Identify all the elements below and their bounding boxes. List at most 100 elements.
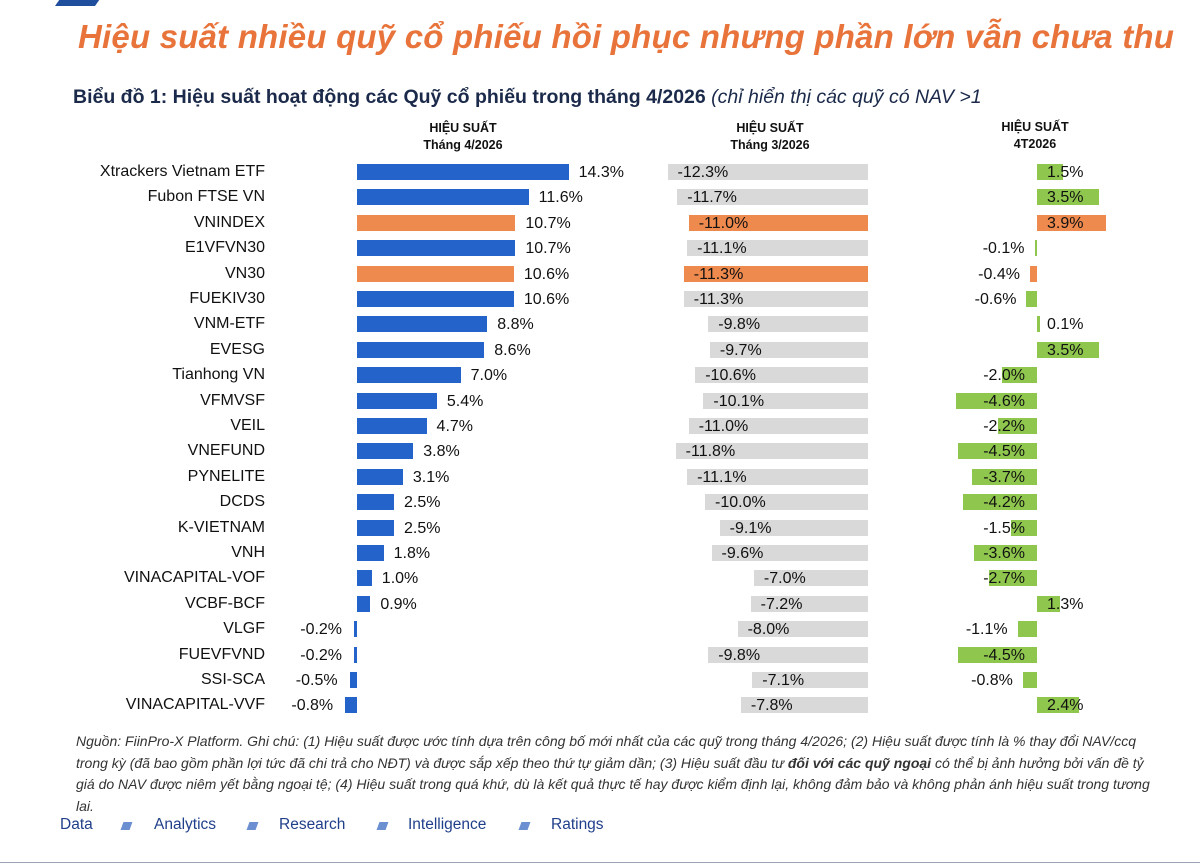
value-label-ytd: -4.2% [983,494,1025,512]
value-label-apr: 2.5% [404,494,441,512]
footer-item-ratings: Ratings [551,816,604,833]
value-label-ytd: 1.5% [1047,164,1084,181]
value-label-mar: -7.0% [763,570,806,588]
fund-label: VN30 [224,264,265,282]
fund-label: VINACAPITAL-VOF [123,569,265,587]
corner-decoration [54,0,110,6]
bar-apr [357,265,514,282]
bar-ytd [956,392,1037,409]
bar-apr [357,418,427,434]
bar-apr [357,570,372,587]
value-label-ytd: -3.7% [983,468,1025,486]
value-label-ytd: 0.1% [1047,316,1084,334]
value-label-ytd: -1.1% [965,621,1008,639]
value-label-apr: -0.2% [300,621,343,639]
bar-apr [354,646,357,663]
bar-mar [753,570,868,587]
bar-apr [357,240,516,257]
bar-ytd [1001,367,1037,384]
value-label-apr: 10.7% [525,214,571,232]
fund-label: SSI-SCA [200,671,265,688]
value-label-apr: 8.8% [497,316,534,334]
fund-label: VNEFUND [187,442,265,460]
value-label-apr: 10.6% [523,265,570,283]
bar-mar [708,646,868,663]
bar-apr [349,672,357,688]
value-label-apr: 1.8% [393,545,431,562]
fund-label: Xtrackers Vietnam ETF [99,163,265,180]
value-label-apr: 14.3% [578,164,624,181]
value-label-mar: -11.0% [698,214,749,232]
fund-label: E1VFVN30 [184,239,265,257]
value-label-mar: -11.1% [697,468,747,486]
bar-apr [357,189,529,206]
footer-separator-icon [518,822,531,830]
footer-separator-icon [120,822,133,830]
bar-mar [708,316,868,333]
bar-mar [687,468,868,485]
value-label-apr: -0.2% [300,646,343,664]
fund-label: VNH [231,544,265,561]
bar-mar [688,418,868,434]
fund-label: Fubon FTSE VN [147,188,265,206]
bar-mar [683,291,868,307]
bar-ytd [957,646,1037,663]
value-label-mar: -7.8% [750,697,793,715]
col-header-ytd-line1: HIỆU SUẤT [1001,120,1069,134]
bar-mar [705,494,868,511]
chart-title: Biểu đồ 1: Hiệu suất hoạt động các Quỹ c… [73,86,982,109]
value-label-apr: 4.7% [436,418,474,435]
bar-apr [357,468,403,485]
value-label-ytd: -4.5% [983,443,1025,461]
bar-apr [357,545,384,561]
fund-label: DCDS [219,493,265,511]
bar-mar [677,189,868,206]
bar-apr [357,341,485,358]
bar-apr [357,291,514,307]
col-header-mar-line2: Tháng 3/2026 [730,138,810,152]
value-label-mar: -12.3% [677,164,729,181]
bar-ytd [998,418,1037,434]
footer-item-analytics: Analytics [154,816,217,833]
value-label-apr: 7.0% [470,367,508,385]
value-label-mar: -11.3% [693,291,744,308]
bar-apr [345,697,357,714]
bar-ytd [1037,214,1106,231]
source-note-part2: có thể bị ảnh hưởng bởi vấn đề tỷ giá do… [76,754,1150,814]
value-label-mar: -9.7% [719,341,762,359]
bar-mar [703,392,868,409]
value-label-mar: -9.6% [721,545,764,562]
value-label-apr: -0.8% [291,697,334,715]
bar-ytd [1037,341,1099,358]
value-label-apr: 3.1% [412,468,450,486]
value-label-ytd: -2.0% [983,367,1025,385]
bar-mar [667,164,868,180]
value-label-mar: -7.1% [762,672,805,689]
bar-mar [675,443,868,460]
bar-ytd [1029,265,1037,282]
bar-ytd [973,545,1037,561]
bar-apr [357,519,394,536]
bar-ytd [1037,595,1060,612]
footer-nav: Data Analytics Research Intelligence Rat… [0,816,700,838]
value-label-mar: -8.0% [747,621,790,639]
bar-ytd [1017,621,1037,638]
bar-apr [357,392,437,409]
bar-ytd [1034,240,1037,257]
value-label-apr: 10.7% [525,240,571,258]
value-label-ytd: 3.5% [1047,189,1084,207]
fund-label: VNINDEX [193,213,265,231]
fund-label: FUEKIV30 [189,290,265,307]
bar-mar [711,545,868,561]
bar-apr [357,164,569,180]
footer-separator-icon [376,822,389,830]
bar-mar [687,240,868,257]
bar-ytd [1037,697,1080,714]
fund-label: VCBF-BCF [185,594,265,612]
value-label-ytd: -2.2% [983,418,1025,435]
fund-label: Tianhong VN [172,366,265,384]
bar-ytd [963,494,1037,511]
fund-label: VFMVSF [200,391,265,409]
col-header-mar: HIỆU SUẤT Tháng 3/2026 [675,120,865,154]
bar-mar [750,595,868,612]
